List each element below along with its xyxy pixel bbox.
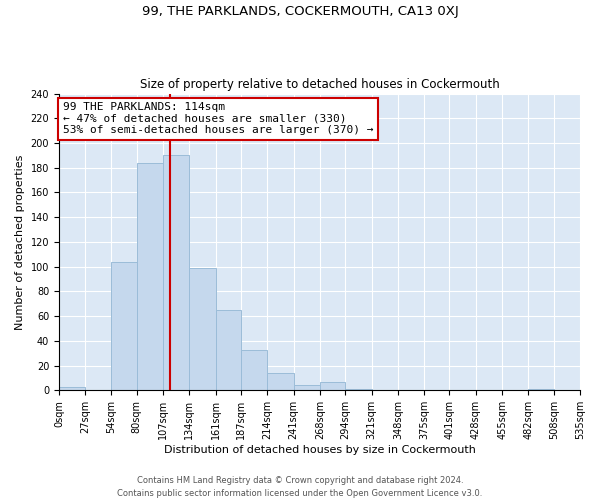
Bar xyxy=(216,310,241,390)
Title: Size of property relative to detached houses in Cockermouth: Size of property relative to detached ho… xyxy=(140,78,499,91)
Bar xyxy=(59,386,85,390)
Bar xyxy=(268,373,293,390)
Bar xyxy=(241,350,268,391)
Bar xyxy=(293,386,320,390)
Text: 99 THE PARKLANDS: 114sqm
← 47% of detached houses are smaller (330)
53% of semi-: 99 THE PARKLANDS: 114sqm ← 47% of detach… xyxy=(63,102,373,136)
Text: 99, THE PARKLANDS, COCKERMOUTH, CA13 0XJ: 99, THE PARKLANDS, COCKERMOUTH, CA13 0XJ xyxy=(142,5,458,18)
Bar xyxy=(190,268,216,390)
Bar xyxy=(163,156,190,390)
Bar xyxy=(112,262,137,390)
X-axis label: Distribution of detached houses by size in Cockermouth: Distribution of detached houses by size … xyxy=(164,445,475,455)
Text: Contains HM Land Registry data © Crown copyright and database right 2024.
Contai: Contains HM Land Registry data © Crown c… xyxy=(118,476,482,498)
Bar xyxy=(345,389,371,390)
Bar xyxy=(529,389,554,390)
Bar xyxy=(320,382,345,390)
Bar xyxy=(137,163,163,390)
Y-axis label: Number of detached properties: Number of detached properties xyxy=(15,154,25,330)
